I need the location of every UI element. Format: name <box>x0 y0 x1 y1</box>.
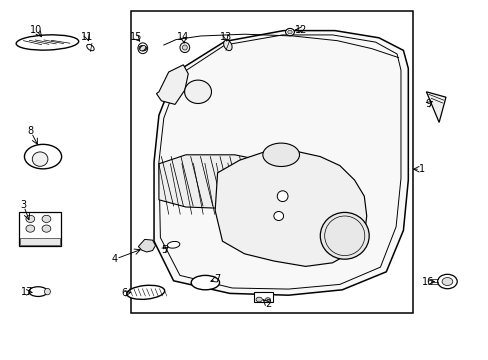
Ellipse shape <box>223 40 232 51</box>
Ellipse shape <box>126 285 164 300</box>
Polygon shape <box>138 239 155 252</box>
Ellipse shape <box>86 44 94 51</box>
Ellipse shape <box>44 288 50 295</box>
Ellipse shape <box>191 275 219 290</box>
Text: 7: 7 <box>214 274 220 284</box>
Text: 1: 1 <box>418 164 424 174</box>
Ellipse shape <box>26 225 35 232</box>
Bar <box>254 292 272 302</box>
Text: 4: 4 <box>112 254 118 264</box>
Ellipse shape <box>167 242 180 248</box>
Text: 10: 10 <box>29 24 42 35</box>
Text: 5: 5 <box>161 245 166 255</box>
Ellipse shape <box>140 46 145 51</box>
Polygon shape <box>156 65 188 104</box>
Ellipse shape <box>263 143 299 166</box>
Ellipse shape <box>285 28 294 36</box>
Ellipse shape <box>139 46 146 50</box>
Ellipse shape <box>140 45 145 51</box>
Text: 13: 13 <box>219 32 232 42</box>
Text: 9: 9 <box>425 99 430 109</box>
Polygon shape <box>159 155 273 209</box>
Text: 8: 8 <box>28 126 34 136</box>
Ellipse shape <box>277 191 287 202</box>
Ellipse shape <box>139 46 146 50</box>
Ellipse shape <box>180 42 189 53</box>
Text: 6: 6 <box>122 288 127 298</box>
Bar <box>19 212 61 246</box>
Text: 3: 3 <box>20 200 26 210</box>
Text: 11: 11 <box>81 32 93 42</box>
Ellipse shape <box>441 278 452 285</box>
Text: 12: 12 <box>294 24 306 35</box>
Ellipse shape <box>287 30 291 34</box>
Ellipse shape <box>139 46 146 50</box>
Bar <box>131 11 412 313</box>
Text: 14: 14 <box>177 32 189 42</box>
Ellipse shape <box>16 35 79 50</box>
Ellipse shape <box>182 45 187 50</box>
Ellipse shape <box>24 144 61 169</box>
Ellipse shape <box>42 215 51 222</box>
Ellipse shape <box>32 152 48 166</box>
Ellipse shape <box>42 225 51 232</box>
Text: 16: 16 <box>421 276 434 287</box>
Ellipse shape <box>184 80 211 104</box>
Ellipse shape <box>29 287 47 297</box>
Polygon shape <box>154 31 407 295</box>
Text: 17: 17 <box>20 287 33 297</box>
Ellipse shape <box>256 297 262 302</box>
Text: 15: 15 <box>129 32 142 42</box>
Ellipse shape <box>320 212 368 259</box>
Text: 2: 2 <box>264 299 270 309</box>
Ellipse shape <box>265 298 270 301</box>
Polygon shape <box>426 92 445 122</box>
Ellipse shape <box>26 215 35 222</box>
Ellipse shape <box>140 46 145 51</box>
Ellipse shape <box>273 211 283 220</box>
Ellipse shape <box>437 274 456 289</box>
Bar <box>20 238 60 245</box>
Polygon shape <box>215 151 366 266</box>
